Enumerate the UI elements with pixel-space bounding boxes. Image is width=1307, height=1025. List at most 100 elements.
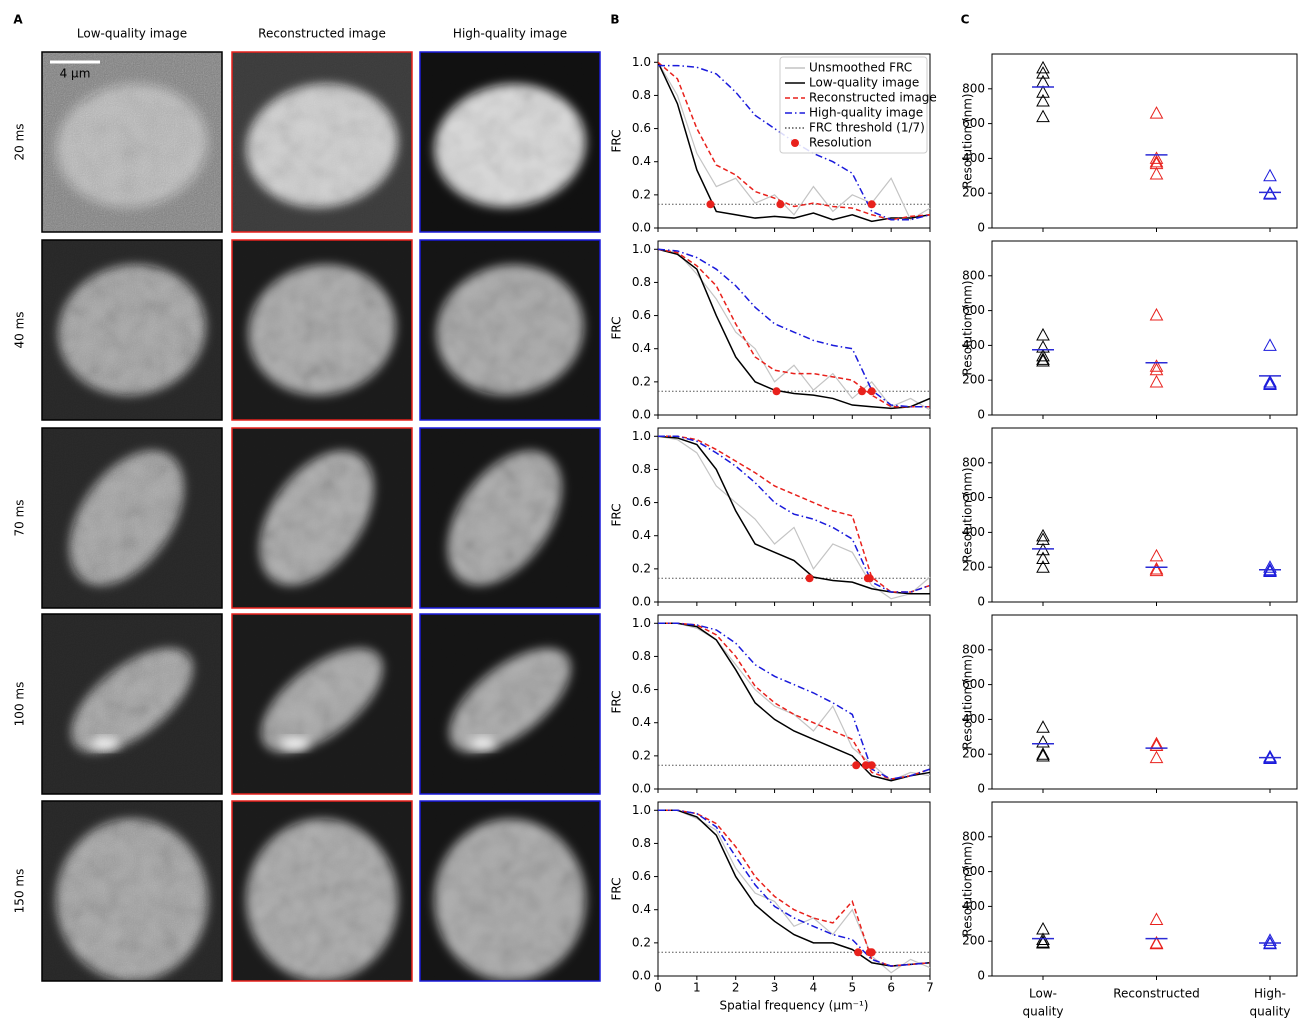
y-tick-label: 0.0 [632,782,651,796]
triangle-point [1036,109,1050,123]
microscopy-image [420,52,600,232]
triangle-point [1036,348,1050,362]
x-tick-label: Low- [1029,987,1057,1001]
triangle-point [1036,340,1050,353]
y-tick-label: 0.8 [632,836,651,850]
resolution-point [706,200,715,209]
triangle-point [1263,564,1277,578]
microscopy-image [42,240,222,420]
x-axis-label: Spatial frequency (μm⁻¹) [720,999,869,1013]
triangle-point [1149,374,1164,388]
frc-line [657,61,931,221]
y-tick-label: 0.8 [632,649,651,663]
legend-label: FRC threshold (1/7) [809,121,925,135]
plot-frame [657,801,931,977]
microscopy-image [420,428,600,608]
triangle-point [1036,551,1050,564]
y-tick-label: 0.6 [632,495,651,509]
image-noise [42,614,222,794]
row-label: 100 ms [13,682,27,727]
triangle-point [1036,747,1050,760]
microscopy-image [232,240,412,420]
image-noise [420,614,600,794]
plot-frame [991,801,1298,977]
frc-line [657,248,930,408]
triangle-point [1149,151,1164,164]
image-noise [232,428,412,608]
y-tick-label: 0.2 [632,935,651,949]
row-label: 150 ms [13,869,27,914]
frc-line [658,622,931,780]
y-tick-label: 1.0 [632,616,651,630]
y-axis-label: Resolution (nm) [961,93,975,188]
microscopy-image [420,801,600,981]
frc-line [658,435,931,593]
plot-frame [657,614,931,790]
y-tick-label: 600 [962,677,985,691]
y-tick-label: 0.4 [632,902,651,916]
image-noise [420,52,600,232]
resolution-point [867,761,876,770]
y-axis-label: Resolution (nm) [961,654,975,749]
y-tick-label: 0.6 [632,308,651,322]
image-border [419,800,601,982]
y-tick-label: 400 [962,151,985,165]
y-axis-label: Resolution (nm) [961,467,975,562]
image-border [231,239,413,421]
y-tick-label: 800 [962,268,985,282]
microscopy-image [232,428,412,608]
resolution-point [867,948,876,957]
resolution-point [861,761,870,770]
y-tick-label: 0.2 [632,748,651,762]
column-title: High-quality image [453,27,567,41]
legend-label: High-quality image [809,106,923,120]
y-tick-label: 0.2 [632,187,651,201]
resolution-point [867,200,876,209]
y-axis-label: FRC [610,316,624,339]
resolution-point [772,387,781,396]
image-border [231,800,413,982]
image-border [419,239,601,421]
triangle-point [1036,74,1050,88]
frc-line [658,809,931,967]
triangle-point [1263,187,1277,200]
y-tick-label: 0.0 [632,221,651,235]
triangle-point [1036,935,1050,949]
row-label: 70 ms [13,499,27,536]
microscopy-image [42,428,222,608]
y-axis-label: FRC [610,503,624,526]
triangle-point [1036,748,1050,762]
y-tick-label: 0.4 [632,341,651,355]
image-border [419,51,601,233]
image-border [419,427,601,609]
triangle-point [1263,374,1277,388]
frc-line [658,809,931,967]
legend-label: Unsmoothed FRC [809,61,912,75]
resolution-point [865,574,874,583]
triangle-point [1149,167,1164,180]
image-border [231,427,413,609]
image-noise [42,52,222,232]
y-tick-label: 0.8 [632,275,651,289]
plot-frame [991,614,1298,790]
y-tick-label: 1.0 [632,242,651,256]
image-border [231,613,413,795]
y-axis-label: FRC [610,877,624,900]
y-axis-label: FRC [610,129,624,152]
y-tick-label: 400 [962,525,985,539]
panel-label: B [610,13,619,27]
triangle-point [1036,560,1050,573]
image-noise [420,240,600,420]
triangle-point [1036,60,1050,74]
microscopy-image [420,614,600,794]
triangle-point [1036,352,1050,365]
y-tick-label: 200 [962,186,985,200]
plot-frame [991,240,1298,416]
frc-line [657,435,930,595]
plot-frame [991,427,1298,603]
image-noise [232,614,412,794]
y-axis-label: FRC [610,690,624,713]
legend-label: Reconstructed image [809,91,937,105]
y-tick-label: 0.2 [632,561,651,575]
panel-label: C [961,13,970,27]
